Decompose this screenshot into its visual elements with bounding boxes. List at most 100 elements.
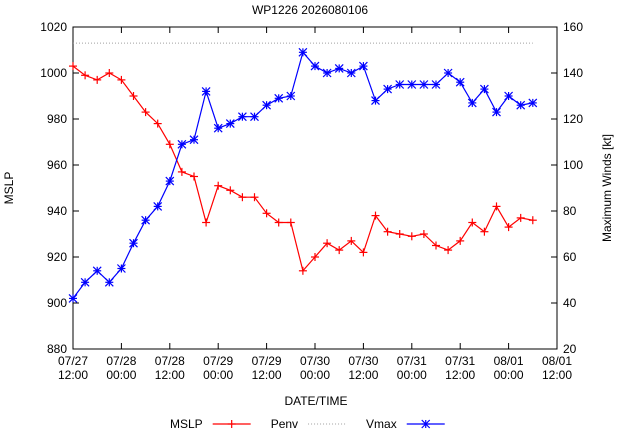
y-tick-label: 900: [47, 296, 67, 310]
x-tick-label: 07/29 00:00: [203, 354, 233, 382]
marker-stroke: [129, 238, 138, 248]
data-point: [153, 201, 163, 211]
data-point: [480, 227, 489, 236]
x-axis-label: DATE/TIME: [284, 394, 347, 408]
data-point: [104, 277, 114, 287]
marker-stroke: [528, 98, 538, 108]
y2-axis-label: Maximum Winds [kt]: [600, 134, 614, 242]
marker-stroke: [310, 61, 320, 71]
x-tick-label: 07/31 12:00: [445, 354, 475, 382]
data-point: [274, 93, 284, 103]
marker-stroke: [104, 277, 114, 287]
y-tick-label: 880: [47, 342, 67, 356]
y2-tick-label: 100: [563, 158, 583, 172]
data-point: [177, 139, 187, 149]
data-point: [129, 92, 138, 100]
marker-stroke: [407, 80, 417, 89]
y2-tick-label: 120: [563, 112, 583, 126]
marker-stroke: [492, 107, 501, 117]
data-point: [262, 209, 271, 218]
data-point: [311, 253, 319, 261]
data-point: [407, 232, 416, 241]
data-point: [262, 100, 272, 110]
marker-stroke: [479, 84, 489, 94]
marker-stroke: [504, 91, 514, 101]
data-point: [93, 75, 102, 84]
y-tick-label: 980: [47, 112, 67, 126]
legend-label: Penv: [271, 417, 298, 431]
marker-stroke: [383, 84, 393, 94]
legend-marker: [227, 420, 236, 428]
data-point: [322, 68, 332, 78]
marker-stroke: [165, 176, 175, 186]
data-point: [455, 77, 465, 87]
marker-stroke: [250, 112, 259, 122]
legend-label: MSLP: [170, 417, 203, 431]
legend-label: Vmax: [366, 417, 397, 431]
data-point: [190, 172, 198, 181]
y-axis-label: MSLP: [2, 172, 16, 205]
data-point: [359, 248, 368, 257]
y2-tick-label: 140: [563, 66, 583, 80]
legend-marker: [421, 419, 431, 429]
data-point: [395, 80, 405, 89]
y-tick-label: 1020: [40, 20, 67, 34]
data-point: [371, 211, 380, 220]
data-point: [274, 218, 283, 227]
marker-stroke: [358, 61, 368, 71]
series-line: [72, 65, 533, 273]
x-tick-label: 08/01 00:00: [494, 354, 524, 382]
x-tick-label: 07/29 12:00: [252, 354, 282, 382]
data-point: [141, 215, 151, 225]
data-point: [201, 86, 211, 96]
data-point: [383, 227, 392, 236]
data-point: [117, 75, 126, 84]
data-point: [81, 71, 90, 80]
x-tick-label: 07/27 12:00: [58, 354, 88, 382]
marker-stroke: [431, 80, 441, 89]
data-point: [189, 135, 199, 145]
marker-stroke: [298, 47, 308, 57]
data-point: [383, 84, 393, 94]
data-point: [468, 218, 477, 227]
x-tick-label: 07/28 12:00: [155, 354, 185, 382]
data-point: [347, 236, 356, 245]
data-point: [419, 230, 428, 238]
data-point: [456, 236, 465, 245]
data-point: [177, 167, 186, 176]
marker-stroke: [177, 139, 187, 149]
data-point: [214, 181, 223, 190]
x-tick-label: 07/30 00:00: [300, 354, 330, 382]
data-point: [105, 69, 114, 77]
y2-tick-label: 80: [563, 204, 577, 218]
data-point: [395, 230, 404, 238]
series-line: [72, 51, 533, 299]
data-point: [250, 193, 259, 202]
marker-stroke: [421, 419, 431, 429]
data-point: [286, 91, 296, 101]
data-point: [80, 277, 90, 287]
data-point: [358, 61, 368, 71]
data-point: [286, 218, 295, 227]
marker-stroke: [443, 68, 453, 78]
marker-stroke: [80, 277, 90, 287]
data-point: [141, 108, 150, 117]
marker-stroke: [262, 100, 272, 110]
marker-stroke: [213, 123, 223, 133]
marker-stroke: [455, 77, 465, 87]
data-point: [202, 218, 211, 227]
data-point: [116, 264, 126, 273]
data-point: [298, 266, 307, 275]
data-point: [323, 239, 332, 248]
data-point: [153, 119, 162, 128]
y2-tick-label: 160: [563, 20, 583, 34]
marker-stroke: [92, 266, 102, 276]
chart-title: WP1226 2026080106: [252, 3, 368, 17]
marker-stroke: [322, 68, 332, 78]
data-point: [504, 91, 514, 101]
x-tick-label: 07/31 00:00: [397, 354, 427, 382]
data-point: [165, 140, 174, 149]
plot-border: [72, 26, 558, 350]
data-point: [528, 216, 537, 225]
marker-stroke: [371, 96, 380, 106]
